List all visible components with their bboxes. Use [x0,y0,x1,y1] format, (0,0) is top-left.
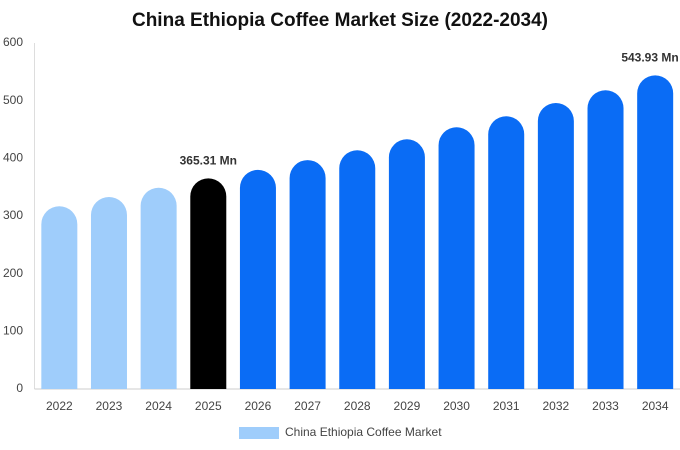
x-tick-label: 2026 [245,399,272,413]
x-tick-label: 2022 [46,399,73,413]
x-tick-label: 2033 [592,399,619,413]
bar [587,90,624,389]
y-tick-label: 100 [3,324,23,338]
x-tick-label: 2030 [443,399,470,413]
y-tick-label: 600 [3,35,23,49]
legend-label: China Ethiopia Coffee Market [285,425,442,439]
x-tick-label: 2032 [543,399,570,413]
bar [289,160,326,389]
value-label: 365.31 Mn [180,154,237,168]
bar [339,150,376,389]
bar [90,196,127,389]
bar [537,102,574,390]
bar [239,169,276,389]
bar [41,206,78,389]
x-tick-label: 2031 [493,399,520,413]
x-tick-label: 2029 [394,399,421,413]
bar [637,75,674,389]
chart-title: China Ethiopia Coffee Market Size (2022-… [132,10,548,31]
x-tick-label: 2028 [344,399,371,413]
bar [140,187,177,389]
x-tick-label: 2024 [145,399,172,413]
y-tick-label: 200 [3,266,23,280]
y-tick-label: 0 [16,381,23,395]
x-tick-label: 2023 [96,399,123,413]
bar [438,127,475,390]
bar [388,139,425,389]
y-tick-label: 500 [3,93,23,107]
legend-swatch [239,427,279,439]
x-tick-label: 2034 [642,399,669,413]
y-tick-label: 300 [3,208,23,222]
y-tick-label: 400 [3,151,23,165]
x-tick-label: 2027 [294,399,321,413]
bar [488,116,525,389]
value-label: 543.93 Mn [621,51,678,65]
bar [190,178,227,389]
x-tick-label: 2025 [195,399,222,413]
